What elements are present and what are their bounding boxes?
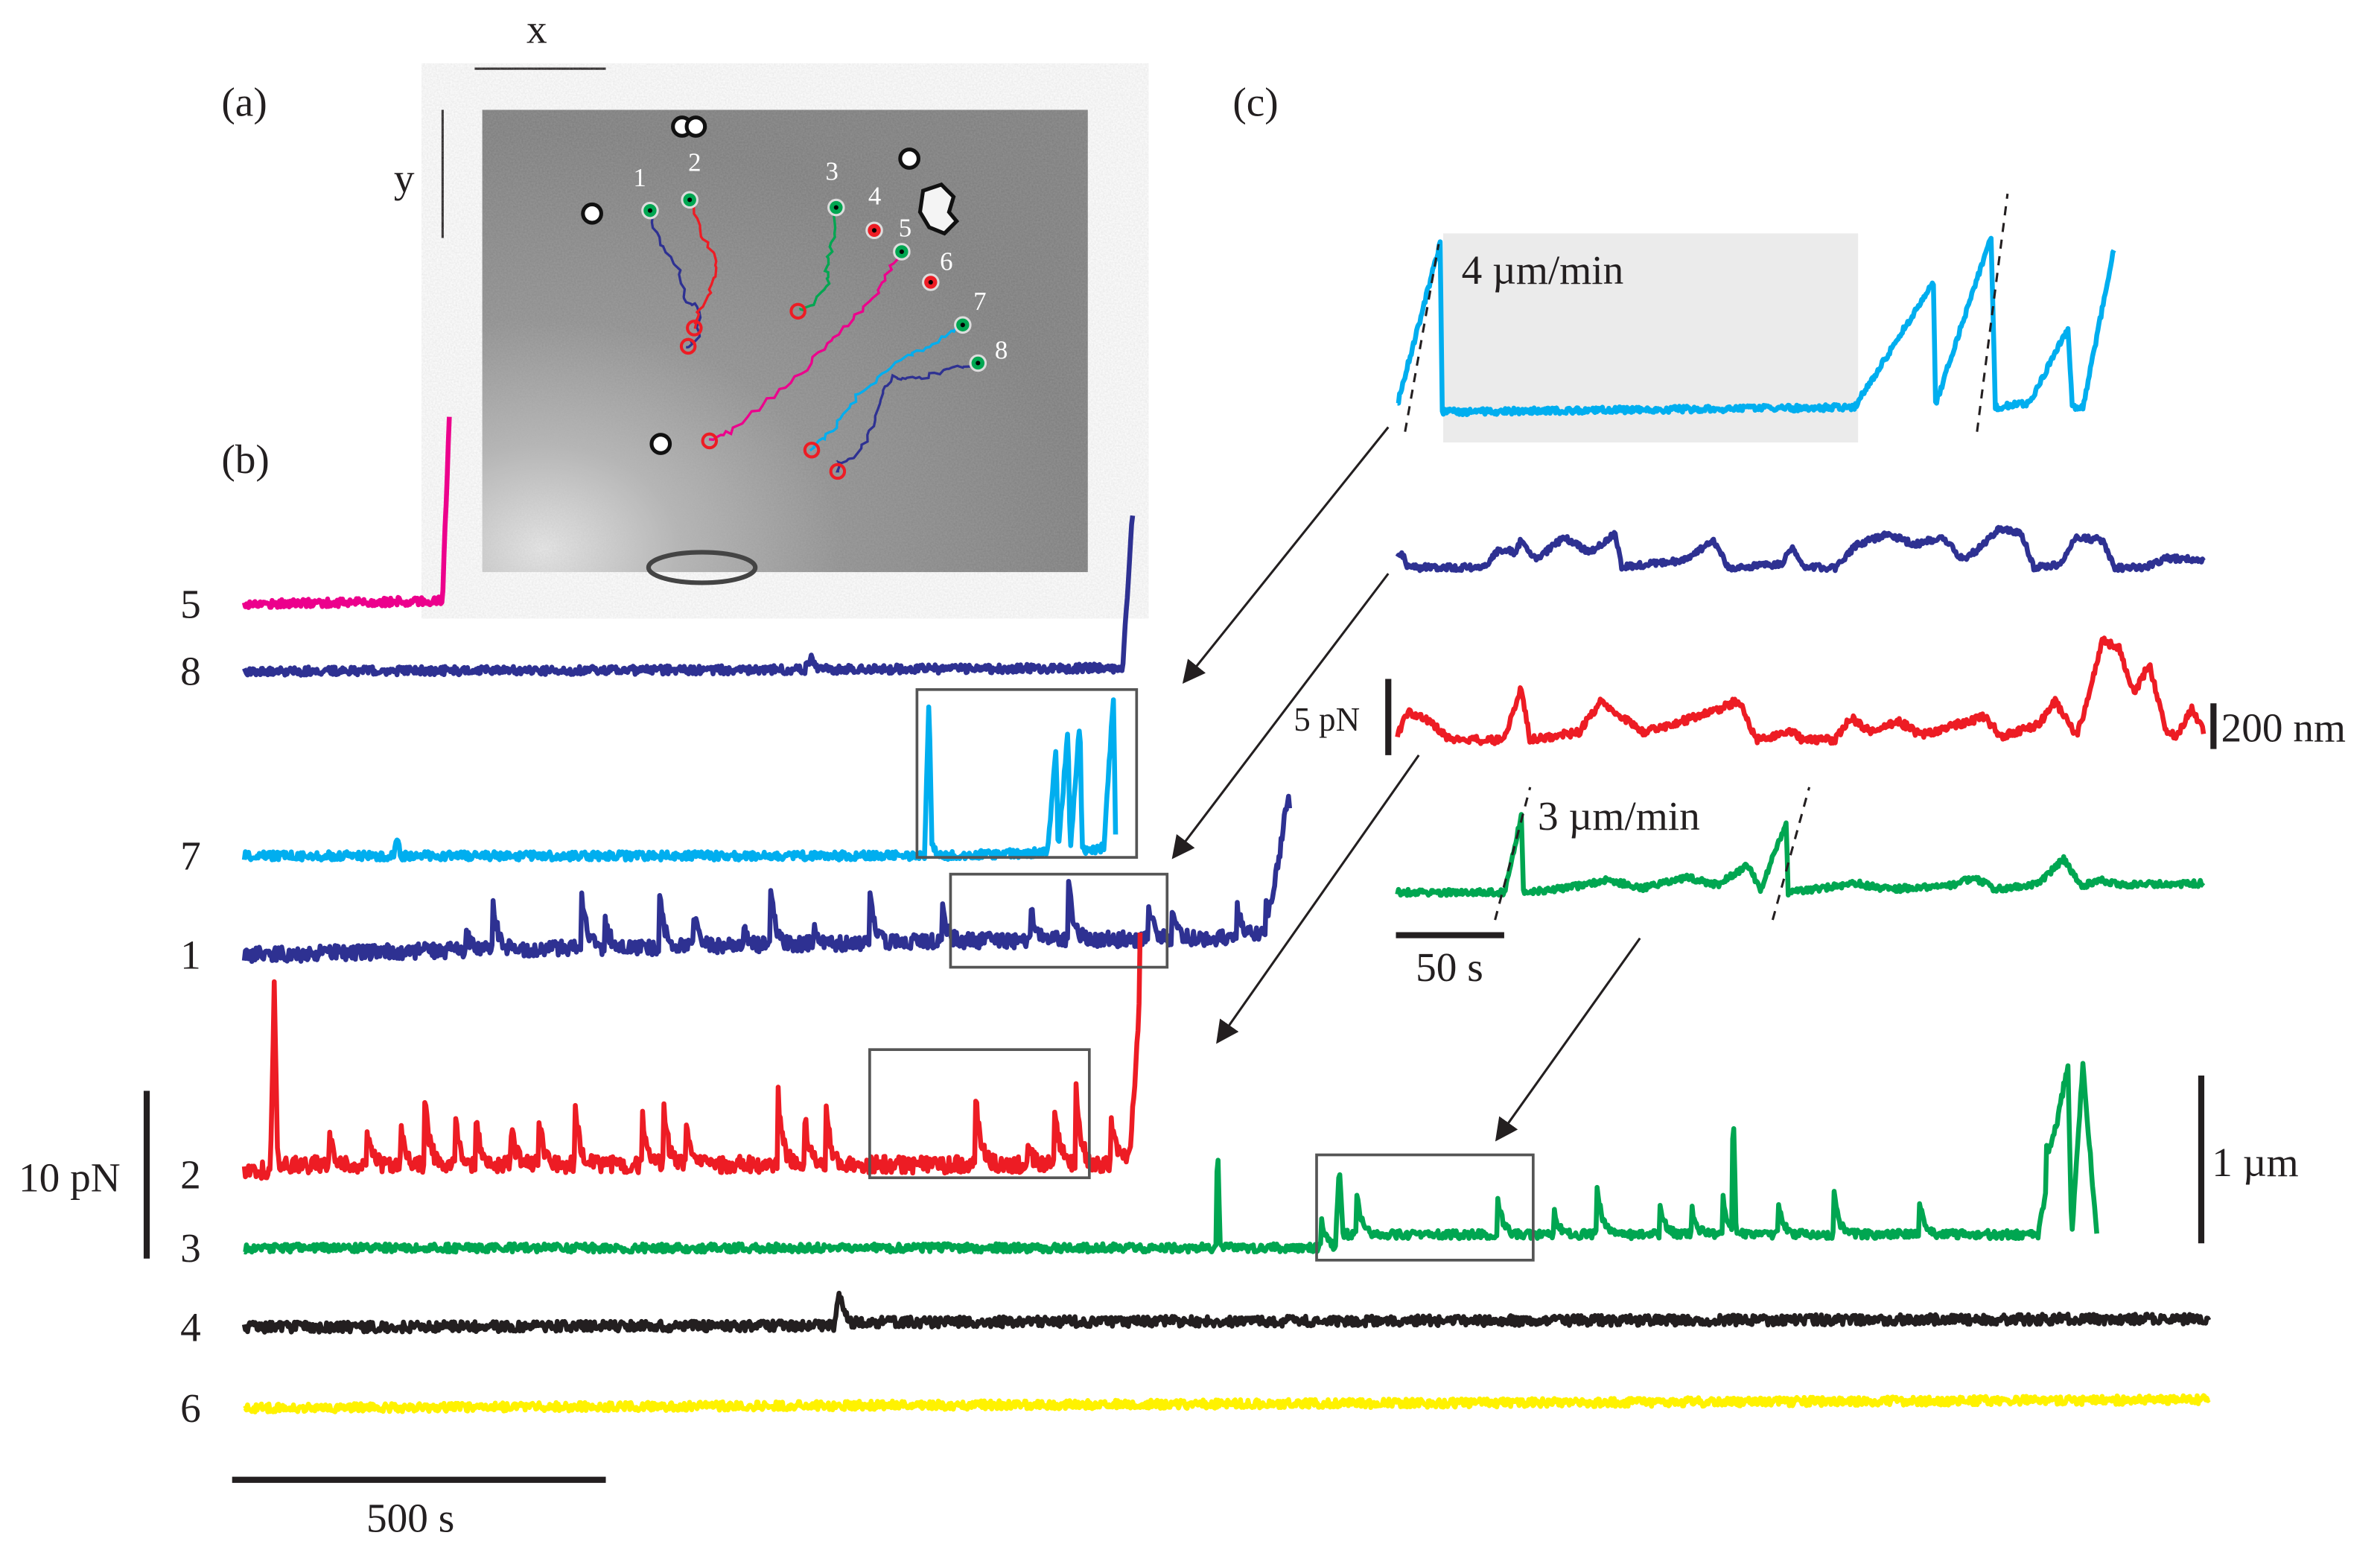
end-marker-3: [789, 302, 806, 320]
zoom-trace-1: [1396, 235, 2116, 417]
bead-center-6: [928, 279, 933, 285]
panel-label-c: (c): [1232, 80, 1278, 125]
rate-line-1b: [1976, 193, 2009, 432]
track-1: [649, 210, 702, 349]
trace-label-1: 1: [180, 933, 201, 978]
trace-7: [241, 697, 1119, 863]
trace-label-3: 3: [180, 1225, 201, 1271]
trace-8: [242, 515, 1136, 678]
trace-1: [241, 793, 1293, 965]
arrow-3: [1495, 937, 1641, 1142]
trace-label-2: 2: [180, 1152, 201, 1198]
trace-label-4: 4: [180, 1304, 201, 1350]
bead-center-4: [871, 228, 877, 233]
time-scale-label-b: 500 s: [366, 1495, 454, 1540]
panel-label-b: (b): [221, 436, 269, 482]
trace-label-7: 7: [180, 833, 201, 878]
bead-cluster: [917, 182, 960, 236]
trace-6: [243, 1393, 2211, 1414]
micrograph-grain: [482, 109, 1088, 573]
trace-label-6: 6: [180, 1385, 201, 1431]
arrow-7: [1182, 426, 1390, 684]
end-marker-7: [803, 441, 821, 459]
y-axis-label: y: [394, 156, 415, 201]
bead-center-7: [960, 323, 965, 328]
bead-label-7: 7: [973, 287, 986, 316]
bead-center-2: [687, 197, 693, 203]
trace-3: [243, 1061, 2099, 1255]
zoom-window-1: [949, 872, 1169, 969]
track-5: [708, 251, 903, 441]
end-marker-1: [679, 337, 697, 355]
rate-annotation-2: 3 µm/min: [1538, 793, 1700, 839]
end-marker-2: [686, 320, 703, 337]
bead-label-3: 3: [825, 157, 838, 186]
micrograph-edge-feature: [646, 550, 758, 585]
bead-label-1: 1: [633, 163, 646, 192]
bead-label-2: 2: [688, 147, 701, 177]
distance-scale-label-c: 200 nm: [2221, 705, 2346, 750]
trace-2: [241, 933, 1143, 1181]
time-scale-label-c: 50 s: [1416, 944, 1483, 990]
bead-label-4: 4: [868, 181, 881, 210]
bead-center-1: [647, 208, 652, 213]
bead-label-5: 5: [899, 213, 911, 242]
bead-untracked: [684, 115, 707, 138]
force-scale-label-c: 5 pN: [1294, 701, 1360, 738]
bead-untracked: [649, 433, 672, 455]
track-2: [688, 199, 718, 329]
arrow-2: [1216, 754, 1420, 1044]
trace-4: [241, 1291, 2212, 1335]
track-3: [798, 206, 838, 312]
rate-line-1a: [1404, 244, 1440, 432]
bead-label-6: 6: [940, 247, 952, 276]
bead-center-8: [976, 360, 981, 366]
zoom-trace-3: [1395, 635, 2206, 746]
rate-line-2b: [1771, 787, 1811, 921]
panel-label-a: (a): [221, 80, 267, 125]
track-8: [835, 360, 979, 473]
bead-label-8: 8: [995, 335, 1008, 364]
bead-untracked: [581, 202, 603, 225]
zoom-trace-4: [1395, 812, 2206, 898]
x-axis-label: x: [526, 6, 547, 51]
trace-5: [241, 416, 452, 610]
force-scale-label-b: 10 pN: [19, 1155, 121, 1201]
bead-center-3: [833, 205, 839, 210]
end-marker-5: [701, 432, 719, 450]
bead-center-5: [899, 249, 904, 255]
zoom-trace-2: [1395, 524, 2206, 574]
bead-untracked: [898, 147, 920, 170]
trace-label-8: 8: [180, 649, 201, 694]
distance-scale-label-large: 1 µm: [2212, 1140, 2298, 1185]
arrow-1: [1171, 573, 1390, 860]
zoom-window-7: [915, 687, 1139, 859]
rate-line-2a: [1494, 787, 1532, 921]
trace-label-5: 5: [180, 582, 201, 627]
zoom-window-2: [868, 1048, 1091, 1180]
end-marker-8: [829, 463, 847, 480]
zoom-window-3: [1315, 1153, 1535, 1262]
rate-annotation-1: 4 µm/min: [1462, 247, 1624, 293]
track-7: [809, 323, 964, 452]
